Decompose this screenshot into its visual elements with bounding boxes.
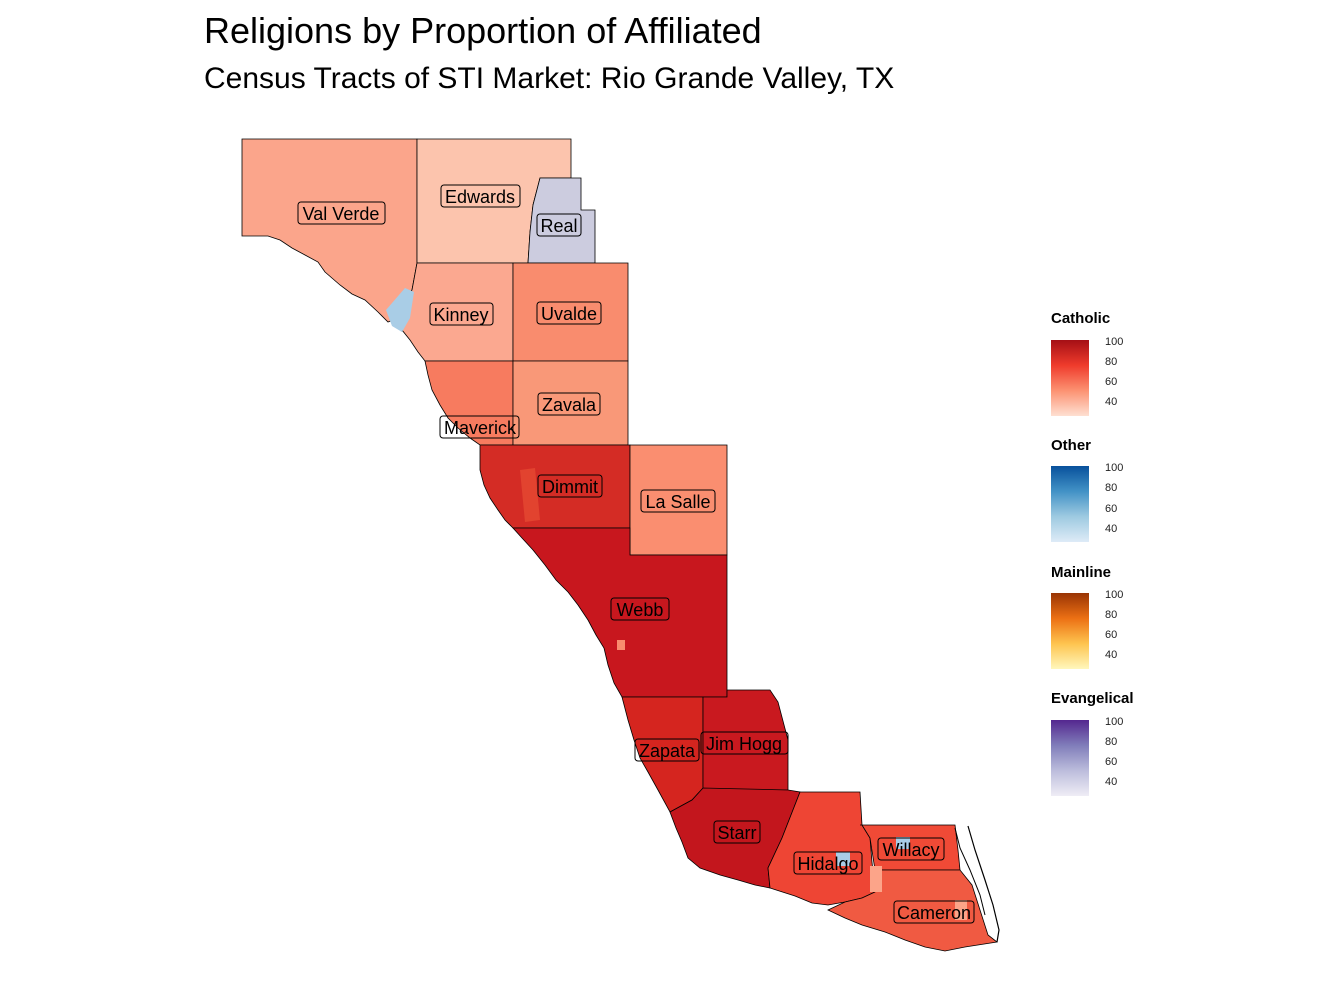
legend-catholic-title: Catholic — [1051, 310, 1111, 327]
county-labels: Val Verde Edwards Real Kinney Uvalde Zav… — [297, 184, 975, 924]
legend-mainline-tick: 80 — [1105, 609, 1118, 621]
legend-other-tick: 80 — [1105, 482, 1118, 494]
county-shape-starr[interactable] — [669, 787, 801, 889]
label-cameron: Cameron — [893, 900, 975, 924]
county-shape-cameron[interactable] — [827, 869, 998, 952]
tract-webb-light — [617, 640, 625, 650]
label-real-text: Real — [540, 216, 577, 236]
county-shapes — [241, 138, 998, 952]
label-maverick-text: Maverick — [444, 418, 517, 438]
label-dimmit: Dimmit — [537, 474, 603, 498]
coastline — [967, 825, 1000, 943]
legend-other-tick: 100 — [1105, 462, 1124, 474]
label-webb: Webb — [610, 597, 670, 621]
legend-evangelical: Evangelical — [1051, 690, 1211, 707]
legend-catholic-tick: 60 — [1105, 376, 1118, 388]
label-uvalde-text: Uvalde — [541, 304, 597, 324]
label-uvalde: Uvalde — [536, 301, 602, 325]
label-jim-hogg-text: Jim Hogg — [706, 734, 782, 754]
label-zavala-text: Zavala — [542, 395, 597, 415]
legend-evangelical-tick: 100 — [1105, 716, 1124, 728]
legend-evangelical-tick: 80 — [1105, 736, 1118, 748]
legend-other-tick: 40 — [1105, 523, 1118, 535]
tract-light-cameron — [955, 900, 967, 920]
label-webb-text: Webb — [617, 600, 664, 620]
label-val-verde-text: Val Verde — [303, 204, 380, 224]
label-maverick: Maverick — [439, 415, 520, 439]
legend-catholic-tick: 80 — [1105, 356, 1118, 368]
label-kinney: Kinney — [429, 302, 494, 326]
label-cameron-text: Cameron — [897, 903, 971, 923]
label-hidalgo-text: Hidalgo — [797, 854, 858, 874]
label-edwards: Edwards — [440, 184, 521, 208]
label-jim-hogg: Jim Hogg — [700, 731, 789, 755]
label-hidalgo: Hidalgo — [793, 851, 863, 875]
coastline-inner — [954, 827, 986, 916]
label-starr: Starr — [713, 820, 761, 844]
map-subtitle: Census Tracts of STI Market: Rio Grande … — [204, 62, 895, 95]
legend-other-title: Other — [1051, 437, 1092, 454]
label-val-verde: Val Verde — [297, 201, 386, 225]
tract-details — [386, 288, 1000, 943]
label-zapata-text: Zapata — [639, 741, 696, 761]
label-edwards-text: Edwards — [445, 187, 515, 207]
label-starr-text: Starr — [717, 823, 756, 843]
label-zapata: Zapata — [634, 738, 700, 762]
label-willacy: Willacy — [877, 837, 945, 861]
county-shape-webb[interactable] — [512, 527, 728, 698]
legend-evangelical-tick: 40 — [1105, 776, 1118, 788]
county-shape-val-verde[interactable] — [241, 138, 418, 323]
legend-mainline-tick: 40 — [1105, 649, 1118, 661]
label-la-salle-text: La Salle — [645, 492, 710, 512]
label-zavala: Zavala — [537, 392, 601, 416]
label-real: Real — [536, 213, 582, 237]
legend-mainline-title: Mainline — [1051, 564, 1112, 581]
legend-catholic-tick: 40 — [1105, 396, 1118, 408]
tract-dimmit-light — [520, 468, 540, 522]
label-kinney-text: Kinney — [433, 305, 488, 325]
legend-mainline: Mainline — [1051, 564, 1211, 581]
map-title: Religions by Proportion of Affiliated — [204, 10, 762, 51]
legend-other-colorbar — [1051, 466, 1089, 542]
label-willacy-text: Willacy — [883, 840, 940, 860]
tract-other-val-verde — [386, 288, 414, 332]
legend-evangelical-title: Evangelical — [1051, 690, 1134, 707]
legend-evangelical-tick: 60 — [1105, 756, 1118, 768]
legend-evangelical-colorbar — [1051, 720, 1089, 796]
legend-mainline-tick: 60 — [1105, 629, 1118, 641]
legend-other-tick: 60 — [1105, 503, 1118, 515]
label-la-salle: La Salle — [640, 489, 716, 513]
legend-mainline-colorbar — [1051, 593, 1089, 669]
tract-other-willacy — [896, 837, 910, 849]
label-dimmit-text: Dimmit — [542, 477, 598, 497]
tract-light-hidalgo — [870, 866, 882, 892]
legend-mainline-tick: 100 — [1105, 589, 1124, 601]
legend-catholic-colorbar — [1051, 340, 1089, 416]
tract-other-hidalgo — [836, 852, 850, 866]
legend-other: Other — [1051, 437, 1211, 454]
legend-catholic-tick: 100 — [1105, 336, 1124, 348]
legend-catholic: Catholic — [1051, 310, 1211, 327]
